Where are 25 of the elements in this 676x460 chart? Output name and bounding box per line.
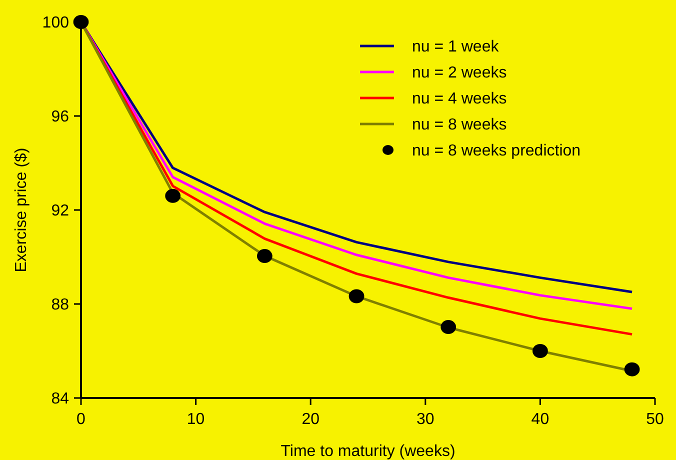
x-axis-title: Time to maturity (weeks) <box>280 443 456 460</box>
x-tick-label: 50 <box>646 411 664 428</box>
legend-label: nu = 8 weeks <box>412 116 507 134</box>
x-tick-label: 20 <box>302 411 320 428</box>
point <box>440 320 456 334</box>
legend-label: nu = 2 weeks <box>412 64 507 82</box>
legend-label: nu = 1 week <box>412 38 500 56</box>
point <box>73 15 89 29</box>
x-tick-label: 10 <box>186 411 205 428</box>
legend-label: nu = 4 weeks <box>412 90 507 108</box>
point <box>532 344 548 358</box>
point <box>348 289 364 304</box>
y-tick-label: 88 <box>51 296 70 314</box>
y-tick-label: 100 <box>42 14 70 32</box>
y-tick-label: 92 <box>51 202 70 220</box>
point <box>256 249 272 264</box>
x-tick-label: 30 <box>416 411 434 428</box>
point <box>165 188 181 203</box>
x-tick-label: 40 <box>531 411 550 428</box>
x-tick-label: 0 <box>76 411 86 428</box>
y-tick-label: 84 <box>51 390 70 408</box>
point <box>624 362 640 376</box>
y-tick-label: 96 <box>51 108 70 126</box>
legend-label: nu = 8 weeks prediction <box>412 142 581 160</box>
y-axis-title: Exercise price ($) <box>13 148 30 272</box>
